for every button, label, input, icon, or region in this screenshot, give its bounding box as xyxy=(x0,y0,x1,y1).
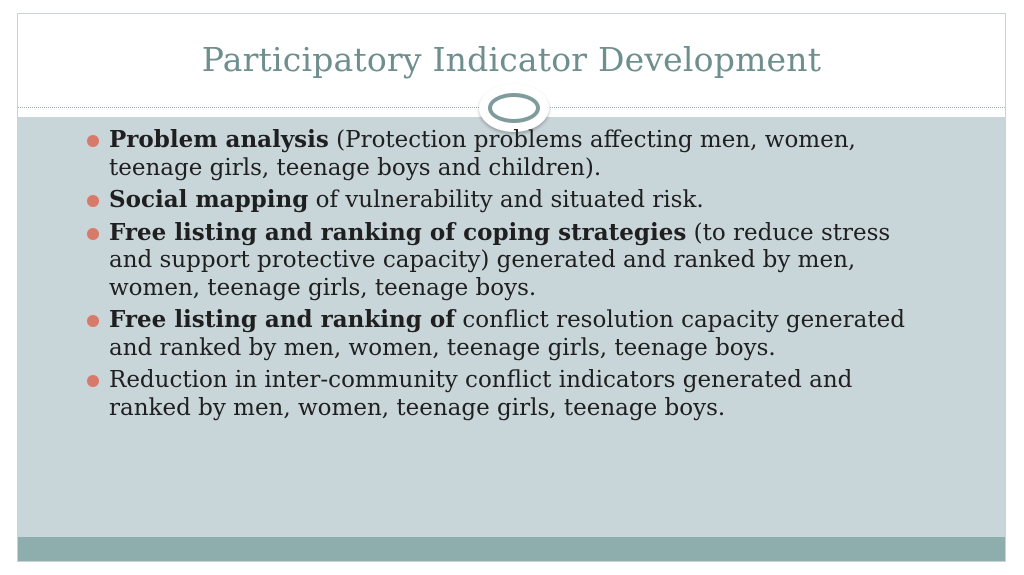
bullet-text: Reduction in inter-community conflict in… xyxy=(109,367,853,421)
oval-ring-icon xyxy=(488,93,540,123)
bullet-dot-icon xyxy=(87,315,99,327)
bullet-dot-icon xyxy=(87,375,99,387)
footer-bar xyxy=(18,537,1005,561)
bullet-item: Free listing and ranking of conflict res… xyxy=(85,306,905,362)
bullet-list: Problem analysis (Protection problems af… xyxy=(85,126,905,426)
bullet-item: Free listing and ranking of coping strat… xyxy=(85,219,905,303)
oval-ornament-icon xyxy=(479,84,549,132)
bullet-text: (Protection problems affecting men, wome… xyxy=(109,127,856,181)
slide-title: Participatory Indicator Development xyxy=(201,40,822,79)
slide: Participatory Indicator Development xyxy=(17,13,1006,562)
bullet-item: Reduction in inter-community conflict in… xyxy=(85,366,905,422)
bullet-text: (to reduce stress and support protective… xyxy=(109,219,891,301)
bullet-bold-text: Social mapping xyxy=(109,186,309,213)
bullet-text: conflict resolution capacity generated a… xyxy=(109,307,905,361)
bullet-dot-icon xyxy=(87,195,99,207)
content-area xyxy=(18,117,1005,537)
bullet-bold-text: Free listing and ranking of xyxy=(109,306,456,333)
bullet-text: of vulnerability and situated risk. xyxy=(308,187,704,213)
bullet-dot-icon xyxy=(87,135,99,147)
bullet-bold-text: Problem analysis xyxy=(109,126,329,153)
bullet-item: Problem analysis (Protection problems af… xyxy=(85,126,905,182)
bullet-dot-icon xyxy=(87,227,99,240)
bullet-bold-text: Free listing and ranking of coping strat… xyxy=(109,218,687,246)
bullet-item: Social mapping of vulnerability and situ… xyxy=(85,186,905,215)
